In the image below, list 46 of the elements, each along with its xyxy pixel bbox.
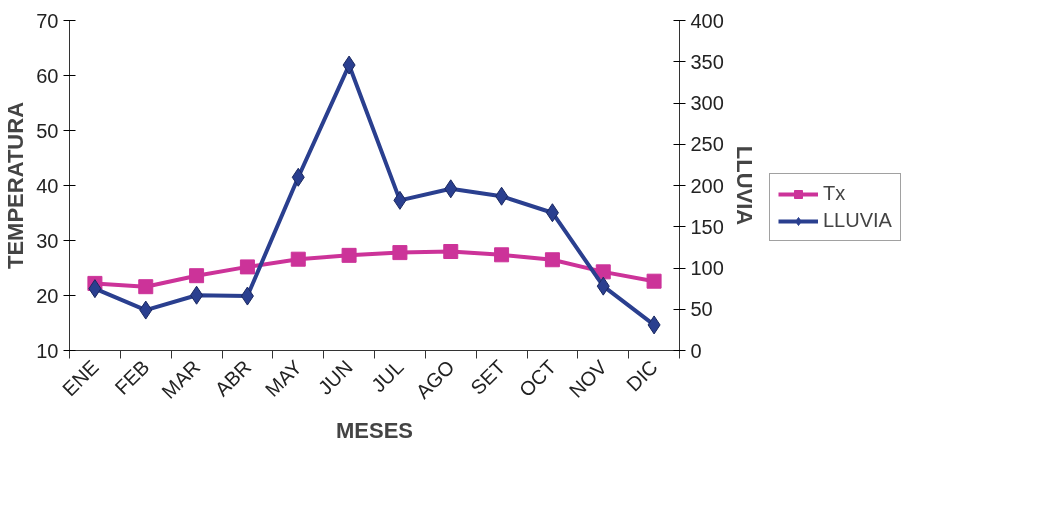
point — [290, 251, 306, 267]
point — [88, 279, 102, 299]
y2-tick-label: 350 — [690, 50, 724, 73]
y-tick-label: 30 — [36, 229, 59, 252]
point — [239, 259, 255, 275]
point — [190, 285, 204, 305]
point — [139, 300, 153, 320]
point — [393, 190, 407, 210]
point — [341, 247, 357, 263]
point — [240, 286, 254, 306]
point — [494, 247, 510, 263]
point — [544, 252, 560, 268]
point — [444, 179, 458, 199]
y2-tick-label: 250 — [690, 133, 724, 156]
y-tick-label: 50 — [36, 119, 59, 142]
point — [392, 245, 408, 261]
y2-tick-label: 150 — [690, 215, 724, 238]
x-tick-label: JUL — [366, 355, 408, 397]
x-axis-title: MESES — [335, 418, 414, 444]
y2-tick-label: 100 — [690, 257, 724, 279]
point — [647, 315, 661, 335]
y2-tick-label: 0 — [690, 339, 702, 362]
y-tick-label: 70 — [36, 9, 59, 32]
point — [291, 167, 305, 187]
y-axis-title: TEMPERATURA — [3, 101, 29, 270]
y2-tick-label: 300 — [690, 92, 724, 114]
x-tick-label: DIC — [621, 355, 662, 396]
y2-tick-label: 400 — [690, 9, 724, 32]
point — [138, 279, 154, 295]
y-tick-label: 20 — [36, 284, 59, 307]
point — [443, 244, 459, 259]
y2-tick-label: 50 — [690, 298, 713, 321]
y-tick-label: 10 — [36, 339, 59, 362]
y2-axis-title: LLUVIA — [731, 145, 757, 226]
point — [646, 273, 662, 289]
y2-tick-label: 200 — [690, 174, 724, 197]
y-tick-label: 40 — [36, 174, 59, 197]
legend-label: Tx — [823, 182, 846, 205]
point — [596, 276, 610, 296]
point — [545, 203, 559, 223]
point — [495, 186, 509, 206]
legend-label: LLUVIA — [823, 209, 892, 232]
y-tick-label: 60 — [36, 64, 59, 87]
x-tick-label: FEB — [110, 355, 154, 399]
point — [342, 55, 356, 75]
point — [189, 268, 205, 284]
